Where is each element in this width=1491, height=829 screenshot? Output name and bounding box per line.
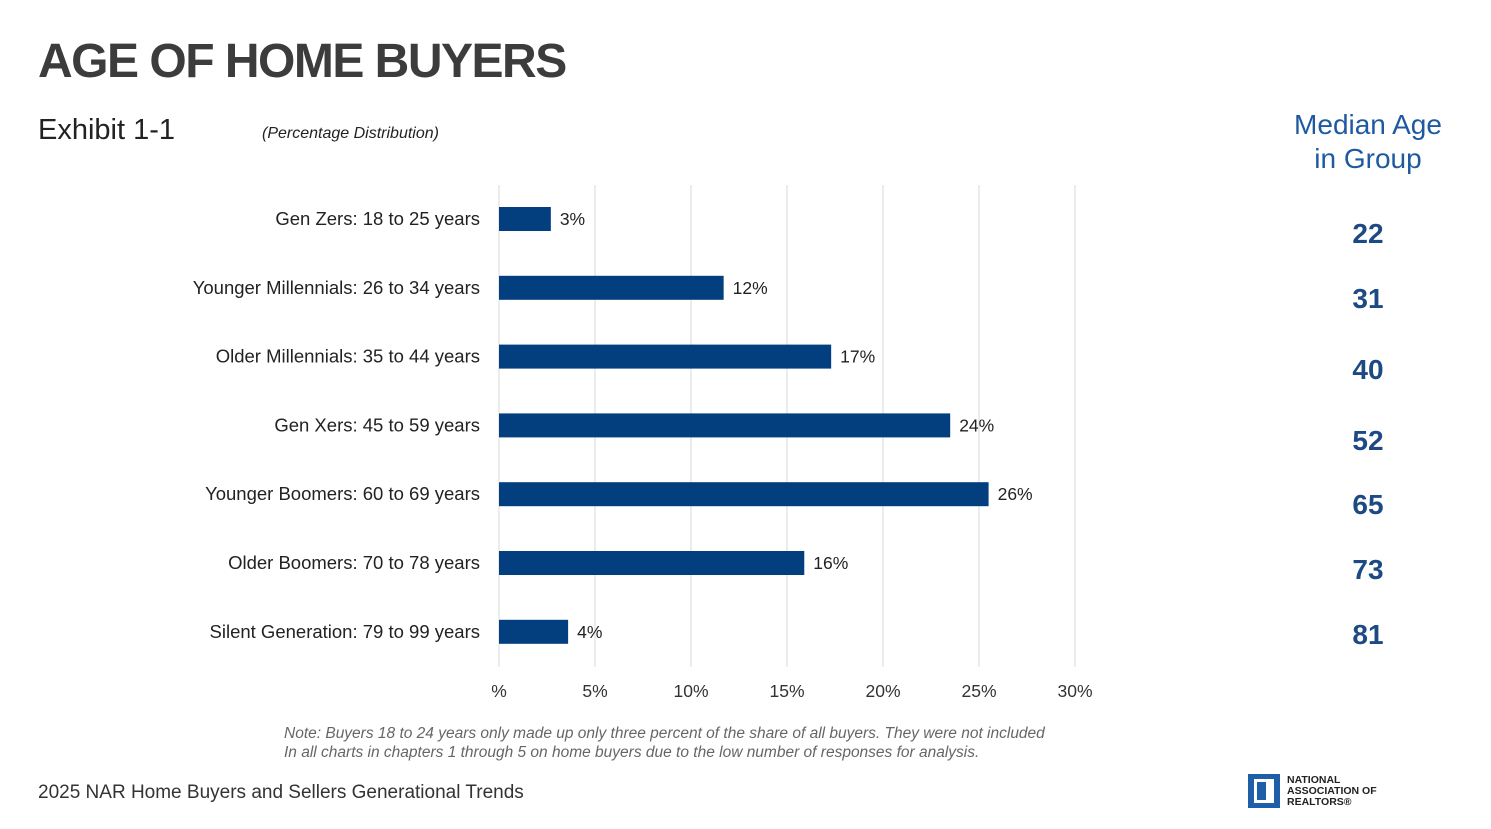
footer-source: 2025 NAR Home Buyers and Sellers Generat… [38,782,524,803]
realtor-r-logo-icon [1248,774,1280,808]
nar-logo-line2: ASSOCIATION OF [1287,785,1377,797]
data-label: 12% [733,278,768,298]
bar [499,207,551,231]
x-tick-label: 30% [1057,681,1092,701]
bar [499,551,805,575]
data-label: 24% [959,415,994,435]
median-age-value: 73 [1352,554,1384,585]
chart-note-line1: Note: Buyers 18 to 24 years only made up… [284,725,1045,742]
category-label: Younger Millennials: 26 to 34 years [193,277,480,298]
chart-note: Note: Buyers 18 to 24 years only made up… [284,724,1045,762]
bar [499,344,832,369]
bar [499,482,989,507]
chart-subtitle: (Percentage Distribution) [262,125,439,142]
x-tick-label: 15% [769,681,804,701]
x-tick-label: 10% [673,681,708,701]
bar [499,275,724,300]
median-age-value: 81 [1352,619,1384,650]
category-label: Silent Generation: 79 to 99 years [210,621,480,642]
exhibit-label: Exhibit 1-1 [38,114,176,146]
bar [499,413,951,438]
category-label: Older Boomers: 70 to 78 years [228,552,480,573]
median-age-value: 40 [1352,354,1384,385]
median-age-heading: Median Age in Group [1268,108,1468,176]
category-label: Younger Boomers: 60 to 69 years [205,483,480,504]
data-label: 16% [813,553,848,573]
median-age-heading-line2: in Group [1314,143,1422,174]
nar-logo-line1: NATIONAL [1287,774,1341,786]
median-age-value: 52 [1352,425,1384,456]
median-age-value: 22 [1352,218,1384,249]
median-age-value: 31 [1352,283,1384,314]
category-label: Older Millennials: 35 to 44 years [216,346,480,367]
data-label: 17% [840,347,875,367]
x-tick-label: % [491,681,507,701]
median-age-heading-line1: Median Age [1294,109,1442,140]
x-tick-label: 25% [961,681,996,701]
bar [499,619,569,644]
nar-logo-line3: REALTORS® [1287,796,1352,808]
x-tick-label: 20% [865,681,900,701]
category-label: Gen Zers: 18 to 25 years [275,208,480,229]
data-label: 26% [998,484,1033,504]
data-label: 3% [560,209,585,229]
nar-logo-text: NATIONAL ASSOCIATION OF REALTORS® [1287,775,1417,808]
median-age-value: 65 [1352,489,1384,520]
data-label: 4% [577,622,602,642]
chart-note-line2: In all charts in chapters 1 through 5 on… [284,744,980,761]
page-title: AGE OF HOME BUYERS [38,35,567,88]
category-label: Gen Xers: 45 to 59 years [274,414,480,435]
x-tick-label: 5% [582,681,607,701]
